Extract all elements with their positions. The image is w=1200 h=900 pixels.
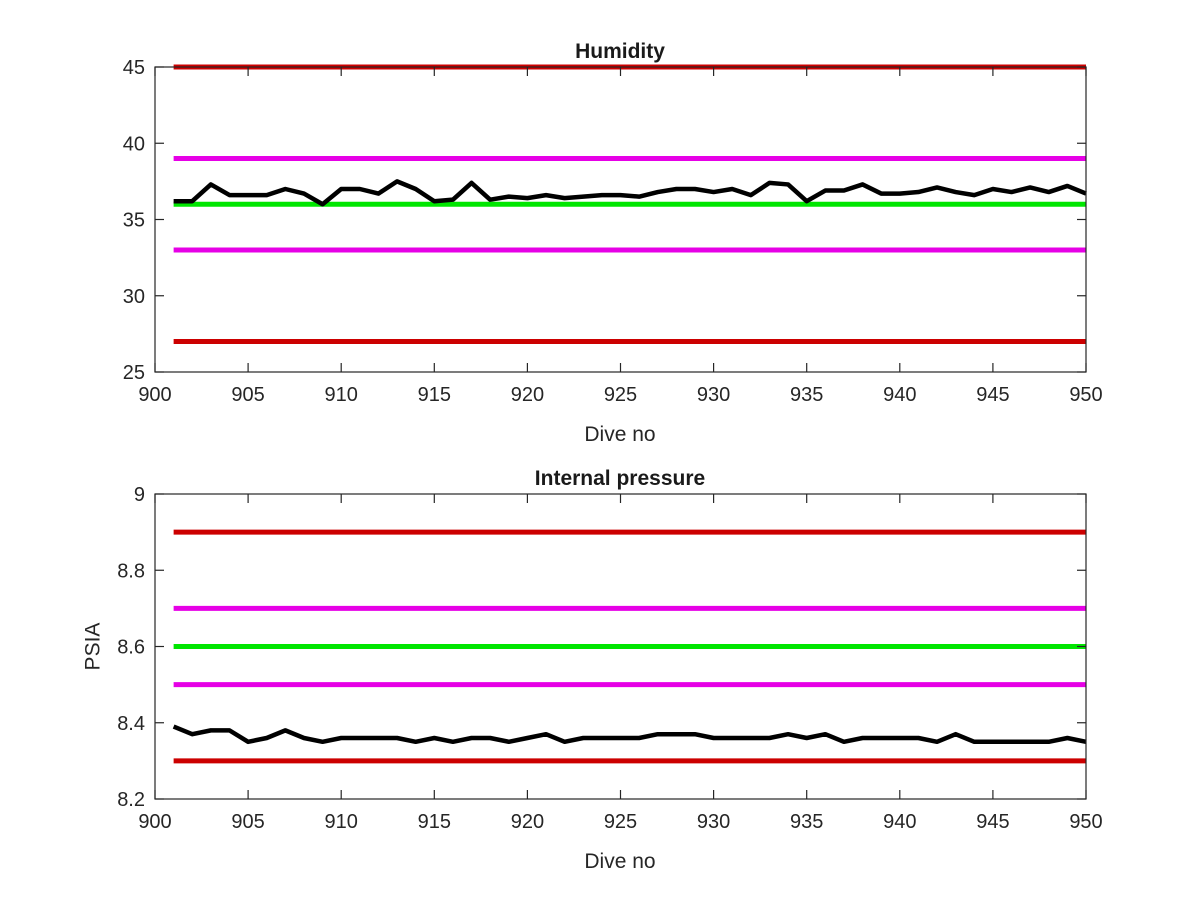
y-tick-label: 25 — [123, 362, 145, 384]
x-tick-label: 945 — [976, 811, 1009, 833]
series-line — [172, 724, 1087, 745]
x-tick-label: 900 — [138, 384, 171, 406]
y-tick-label: 35 — [123, 210, 145, 232]
x-tick-label: 940 — [883, 811, 916, 833]
x-tick-label: 920 — [511, 811, 544, 833]
x-axis-label: Dive no — [584, 850, 655, 873]
y-axis-label: PSIA — [81, 623, 104, 671]
x-tick-label: 915 — [418, 384, 451, 406]
chart-title: Humidity — [575, 40, 665, 63]
limit-lines — [173, 64, 1086, 344]
series-line — [173, 179, 1087, 207]
internal-pressure-chart: Internal pressure 900 905 910 915 920 925 930 9… — [81, 467, 1102, 873]
y-tick-label: 9 — [134, 484, 145, 506]
x-tick-label: 930 — [697, 384, 730, 406]
chart-title: Internal pressure — [535, 467, 705, 490]
x-tick-label: 950 — [1069, 384, 1102, 406]
y-tick-label: 8.8 — [117, 560, 145, 582]
y-tick-label: 8.6 — [117, 637, 145, 659]
x-axis-label: Dive no — [584, 423, 655, 446]
x-tick-label: 930 — [697, 811, 730, 833]
x-tick-label: 950 — [1069, 811, 1102, 833]
y-tick-label: 45 — [123, 57, 145, 79]
x-tick-label: 910 — [325, 811, 358, 833]
x-tick-label: 925 — [604, 811, 637, 833]
y-axis-ticks: 8.2 8.4 8.6 8.8 9 — [117, 484, 1086, 811]
x-tick-label: 905 — [231, 384, 264, 406]
y-tick-label: 8.2 — [117, 789, 145, 811]
x-tick-label: 915 — [418, 811, 451, 833]
y-axis-ticks: 25 30 35 40 45 — [123, 57, 1086, 384]
x-tick-label: 920 — [511, 384, 544, 406]
x-tick-label: 905 — [231, 811, 264, 833]
x-tick-label: 940 — [883, 384, 916, 406]
y-tick-label: 30 — [123, 286, 145, 308]
series-lines — [173, 179, 1087, 207]
y-tick-label: 8.4 — [117, 713, 145, 735]
series-lines — [172, 724, 1087, 745]
x-axis-ticks: 900 905 910 915 920 925 930 935 940 945 950 — [138, 494, 1103, 833]
x-tick-label: 935 — [790, 811, 823, 833]
x-tick-label: 910 — [325, 384, 358, 406]
x-tick-label: 900 — [138, 811, 171, 833]
x-tick-label: 935 — [790, 384, 823, 406]
plot-frame — [154, 66, 1087, 373]
humidity-chart: Humidity 900 905 910 915 920 925 930 935 940 945 9… — [123, 40, 1103, 446]
x-axis-ticks: 900 905 910 915 920 925 930 935 940 945 950 — [138, 67, 1103, 406]
x-tick-label: 945 — [976, 384, 1009, 406]
limit-lines — [173, 529, 1086, 764]
y-tick-label: 40 — [123, 133, 145, 155]
x-tick-label: 925 — [604, 384, 637, 406]
